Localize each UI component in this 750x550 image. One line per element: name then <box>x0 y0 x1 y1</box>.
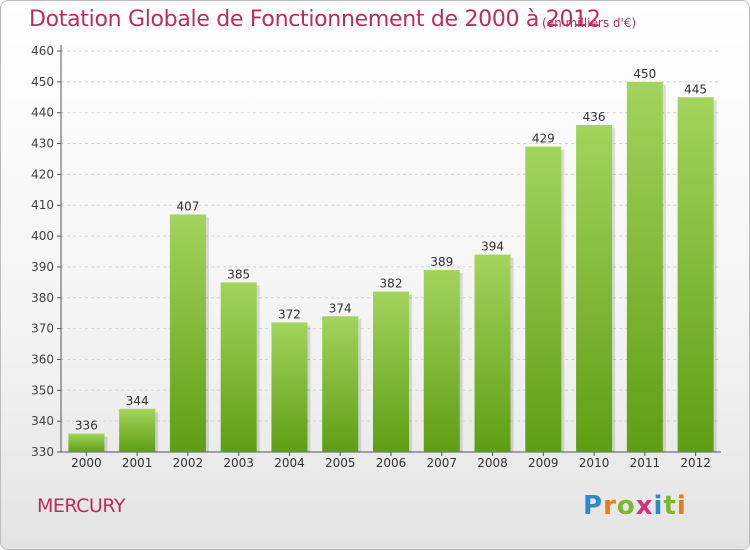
data-label: 382 <box>380 277 403 291</box>
bar-2006 <box>373 291 409 452</box>
y-tick-label: 400 <box>31 229 54 243</box>
data-label: 374 <box>329 301 352 315</box>
bar-2008 <box>474 254 511 452</box>
bar-2004 <box>271 322 308 452</box>
x-tick-label: 2001 <box>122 456 153 470</box>
y-tick-label: 370 <box>31 322 54 336</box>
x-tick-label: 2009 <box>528 456 559 470</box>
y-tick-label: 450 <box>31 75 54 89</box>
x-tick-label: 2011 <box>630 456 661 470</box>
logo-letter: i <box>653 491 664 521</box>
data-label: 336 <box>75 418 98 432</box>
y-tick-label: 440 <box>31 106 54 120</box>
x-tick-label: 2010 <box>579 456 610 470</box>
y-tick-label: 460 <box>31 44 54 58</box>
bars <box>68 81 717 453</box>
chart-subtitle: (en milliers d'€) <box>542 16 637 30</box>
bar-2005 <box>322 316 359 452</box>
logo-letter: i <box>676 491 687 521</box>
bar-2011 <box>626 81 663 452</box>
data-label: 389 <box>430 255 453 269</box>
bar-2007 <box>423 270 460 452</box>
x-tick-label: 2003 <box>223 456 254 470</box>
bar-2001 <box>119 408 156 452</box>
logo-letter: t <box>663 491 677 521</box>
y-tick-label: 390 <box>31 260 54 274</box>
bar-2009 <box>525 146 562 452</box>
bar-2000 <box>68 433 105 452</box>
y-tick-label: 410 <box>31 198 54 212</box>
y-tick-label: 330 <box>31 445 54 459</box>
data-label: 445 <box>684 82 707 96</box>
x-tick-label: 2008 <box>477 456 508 470</box>
x-tick-label: 2006 <box>376 456 407 470</box>
x-tick-label: 2000 <box>71 456 102 470</box>
x-tick-label: 2004 <box>274 456 305 470</box>
x-tick-label: 2012 <box>680 456 711 470</box>
x-tick-label: 2002 <box>173 456 204 470</box>
x-tick-label: 2007 <box>426 456 457 470</box>
data-label: 436 <box>583 110 606 124</box>
logo-letter: x <box>635 491 654 521</box>
data-label: 372 <box>278 307 301 321</box>
y-tick-label: 340 <box>31 414 54 428</box>
data-label: 394 <box>481 240 504 254</box>
data-label: 407 <box>176 199 199 213</box>
y-tick-label: 360 <box>31 352 54 366</box>
data-label: 385 <box>227 267 250 281</box>
y-tick-label: 350 <box>31 383 54 397</box>
logo-letter: P <box>583 491 604 521</box>
bar-2003 <box>220 282 257 452</box>
data-label: 344 <box>126 394 149 408</box>
logo-letter: r <box>603 491 617 521</box>
bar-2002 <box>169 214 206 452</box>
labels: 330 340 350 360 370 380 390 400 410 420 430 440 450 4… <box>31 44 711 470</box>
data-label: 429 <box>532 132 555 146</box>
bar-2010 <box>576 125 613 453</box>
proxiti-logo: Proxiti <box>583 491 687 521</box>
x-tick-label: 2005 <box>325 456 356 470</box>
commune-name: MERCURY <box>37 495 125 517</box>
chart-title: Dotation Globale de Fonctionnement de 20… <box>29 7 601 32</box>
y-tick-label: 420 <box>31 167 54 181</box>
y-tick-label: 430 <box>31 137 54 151</box>
bar-2012 <box>677 97 714 453</box>
y-tick-label: 380 <box>31 291 54 305</box>
logo-letter: o <box>616 491 636 521</box>
data-label: 450 <box>633 67 656 81</box>
